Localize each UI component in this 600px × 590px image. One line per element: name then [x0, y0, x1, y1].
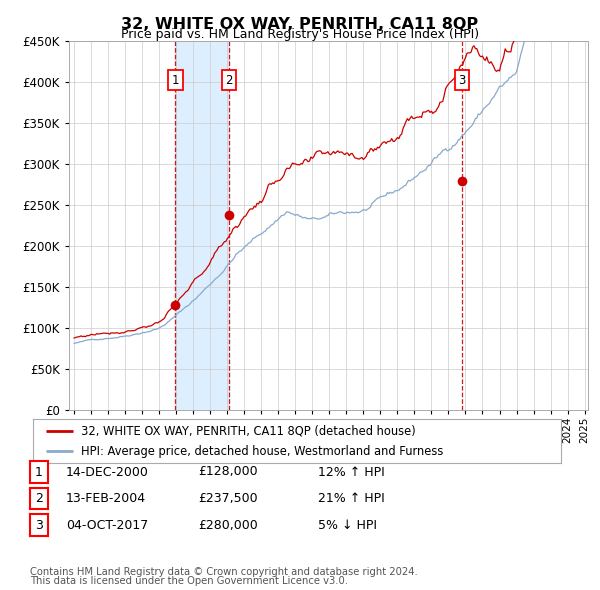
Text: 3: 3 — [35, 519, 43, 532]
Text: 2: 2 — [226, 74, 233, 87]
Text: 5% ↓ HPI: 5% ↓ HPI — [318, 519, 377, 532]
Text: £237,500: £237,500 — [198, 492, 257, 505]
Text: £280,000: £280,000 — [198, 519, 258, 532]
Text: 13-FEB-2004: 13-FEB-2004 — [66, 492, 146, 505]
Text: 12% ↑ HPI: 12% ↑ HPI — [318, 466, 385, 478]
Text: 2: 2 — [35, 492, 43, 505]
Text: 32, WHITE OX WAY, PENRITH, CA11 8QP (detached house): 32, WHITE OX WAY, PENRITH, CA11 8QP (det… — [80, 424, 415, 437]
Text: 21% ↑ HPI: 21% ↑ HPI — [318, 492, 385, 505]
Text: Price paid vs. HM Land Registry's House Price Index (HPI): Price paid vs. HM Land Registry's House … — [121, 28, 479, 41]
Text: £128,000: £128,000 — [198, 466, 257, 478]
Text: 1: 1 — [35, 466, 43, 478]
Text: HPI: Average price, detached house, Westmorland and Furness: HPI: Average price, detached house, West… — [80, 445, 443, 458]
Bar — [175, 41, 229, 410]
Text: 04-OCT-2017: 04-OCT-2017 — [66, 519, 148, 532]
Text: 14-DEC-2000: 14-DEC-2000 — [66, 466, 149, 478]
Text: 32, WHITE OX WAY, PENRITH, CA11 8QP: 32, WHITE OX WAY, PENRITH, CA11 8QP — [121, 17, 479, 31]
Text: 1: 1 — [172, 74, 179, 87]
Text: Contains HM Land Registry data © Crown copyright and database right 2024.: Contains HM Land Registry data © Crown c… — [30, 567, 418, 577]
Text: This data is licensed under the Open Government Licence v3.0.: This data is licensed under the Open Gov… — [30, 576, 348, 586]
Text: 3: 3 — [458, 74, 465, 87]
